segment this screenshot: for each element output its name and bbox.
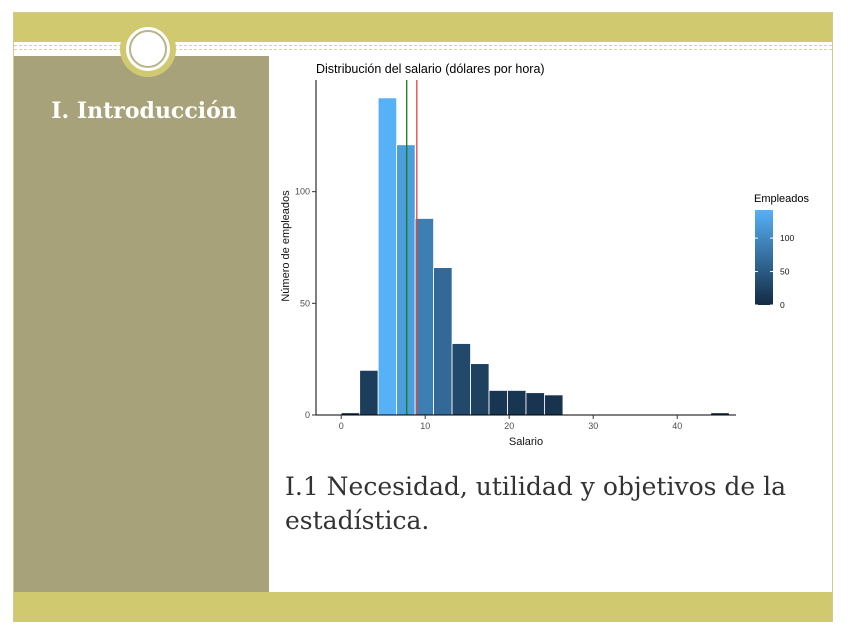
- x-axis-label: Salario: [509, 436, 543, 448]
- legend: Empleados 0 50 100: [754, 193, 810, 310]
- legend-colorbar: [755, 210, 773, 305]
- histogram-bar-2: [377, 97, 398, 416]
- section-title: I. Introducción: [51, 98, 237, 124]
- y-axis-label: Número de empleados: [280, 190, 292, 302]
- chart-title: Distribución del salario (dólares por ho…: [316, 62, 545, 76]
- x-tick-label-20: 20: [504, 421, 514, 431]
- legend-tick-label-100: 100: [780, 233, 794, 243]
- x-tick-label-40: 40: [672, 421, 682, 431]
- plot-area: 0 10 20 30 40 0 50 100: [295, 80, 736, 431]
- legend-title: Empleados: [754, 193, 810, 205]
- histogram-bar-4: [414, 218, 434, 416]
- x-tick-label-30: 30: [588, 421, 598, 431]
- medallion-ornament: [120, 21, 176, 77]
- medallion-inner-ring: [129, 30, 167, 68]
- histogram-bar-3: [396, 144, 416, 416]
- sidebar-panel: [14, 56, 269, 592]
- histogram-chart: Distribución del salario (dólares por ho…: [280, 62, 810, 448]
- histogram-bar-10: [525, 392, 545, 416]
- histogram-bar-6: [451, 343, 471, 416]
- x-tick-label-0: 0: [339, 421, 344, 431]
- histogram-bar-7: [470, 363, 490, 416]
- y-tick-label-100: 100: [295, 187, 310, 197]
- histogram-bar-11: [544, 394, 564, 416]
- dashed-rule-top: [14, 45, 832, 46]
- dashed-rule-bottom: [14, 49, 832, 50]
- y-tick-label-0: 0: [305, 410, 310, 420]
- x-tick-label-10: 10: [420, 421, 430, 431]
- histogram-bar-9: [507, 390, 527, 416]
- legend-tick-label-50: 50: [780, 267, 790, 277]
- histogram-bar-1: [359, 369, 379, 416]
- legend-tick-label-0: 0: [780, 300, 785, 310]
- histogram-bar-8: [488, 390, 508, 416]
- histogram-bar-5: [433, 267, 453, 416]
- slide-subtitle: I.1 Necesidad, utilidad y objetivos de l…: [285, 472, 787, 535]
- bottom-band: [14, 592, 832, 621]
- y-tick-label-50: 50: [300, 298, 310, 308]
